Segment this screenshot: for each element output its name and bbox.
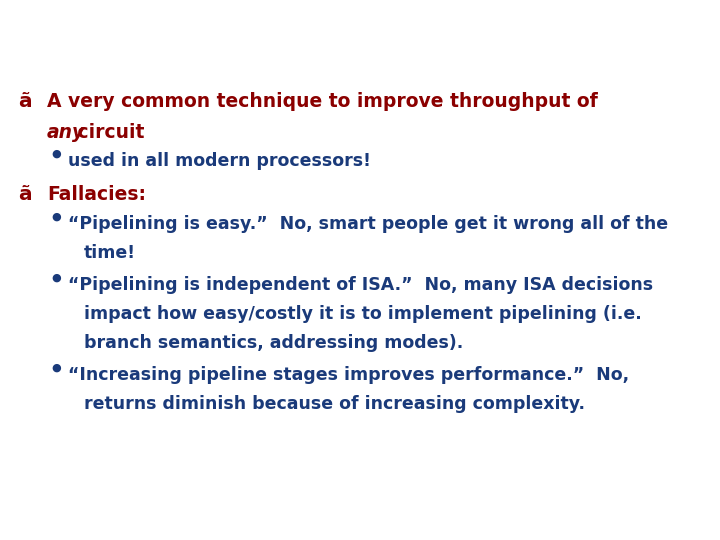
Text: A very common technique to improve throughput of: A very common technique to improve throu… xyxy=(47,92,598,111)
Text: circuit: circuit xyxy=(71,123,144,143)
Text: used in all modern processors!: used in all modern processors! xyxy=(68,152,372,170)
Text: ã: ã xyxy=(18,92,32,111)
Text: “Pipelining is independent of ISA.”  No, many ISA decisions: “Pipelining is independent of ISA.” No, … xyxy=(68,276,654,294)
Text: ●: ● xyxy=(52,212,62,222)
Text: ●: ● xyxy=(52,273,62,282)
Text: time!: time! xyxy=(84,245,136,262)
Text: impact how easy/costly it is to implement pipelining (i.e.: impact how easy/costly it is to implemen… xyxy=(84,305,642,323)
Text: ã: ã xyxy=(18,185,32,204)
Text: ●: ● xyxy=(52,148,62,158)
Text: returns diminish because of increasing complexity.: returns diminish because of increasing c… xyxy=(84,395,585,413)
Text: ●: ● xyxy=(52,362,62,372)
Text: Fallacies:: Fallacies: xyxy=(47,185,145,204)
Text: branch semantics, addressing modes).: branch semantics, addressing modes). xyxy=(84,334,464,352)
Text: “Pipelining is easy.”  No, smart people get it wrong all of the: “Pipelining is easy.” No, smart people g… xyxy=(68,215,669,233)
Text: any: any xyxy=(47,123,85,143)
Text: Pipeline Summary: Pipeline Summary xyxy=(13,22,325,51)
Text: “Increasing pipeline stages improves performance.”  No,: “Increasing pipeline stages improves per… xyxy=(68,366,629,384)
